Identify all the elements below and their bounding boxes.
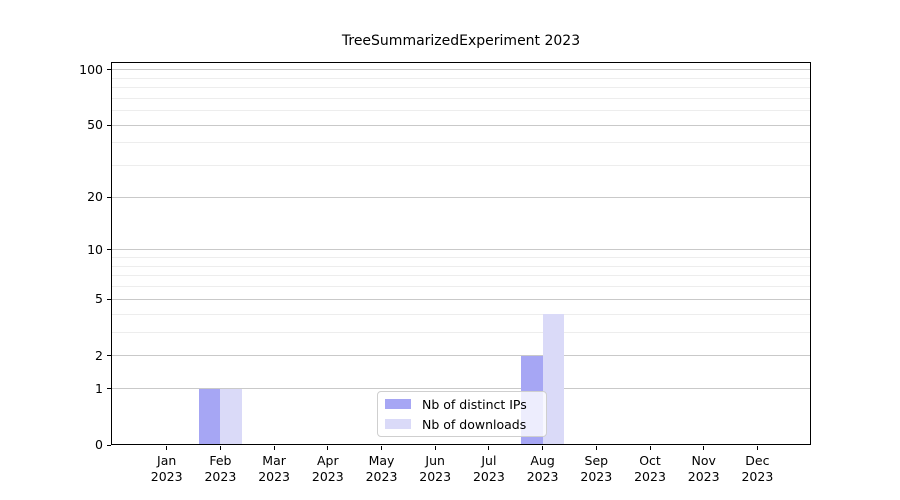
y-tick-mark-1	[107, 388, 111, 390]
x-tick-label-apr-2023: Apr 2023	[311, 453, 344, 484]
gridline-minor-70	[111, 97, 811, 99]
gridline-minor-3	[111, 331, 811, 333]
y-tick-mark-2	[107, 355, 111, 357]
x-tick-mark-nov	[703, 446, 705, 450]
y-tick-label-100: 100	[79, 61, 103, 77]
x-tick-label-aug-2023: Aug 2023	[526, 453, 559, 484]
legend: Nb of distinct IPs Nb of downloads	[377, 391, 547, 437]
bar-downloads-aug-2023	[542, 314, 565, 445]
y-tick-label-10: 10	[87, 241, 103, 257]
gridline-minor-8	[111, 265, 811, 267]
x-tick-label-feb-2023: Feb 2023	[204, 453, 237, 484]
gridline-major-20	[111, 196, 811, 198]
y-tick-mark-0	[107, 444, 111, 446]
x-tick-mark-sep	[595, 446, 597, 450]
x-tick-label-may-2023: May 2023	[365, 453, 398, 484]
legend-swatch-downloads	[385, 419, 411, 429]
gridline-minor-6	[111, 286, 811, 288]
y-tick-mark-5	[107, 298, 111, 300]
x-tick-mark-oct	[649, 446, 651, 450]
gridline-minor-90	[111, 77, 811, 79]
y-tick-mark-100	[107, 69, 111, 71]
x-tick-label-jul-2023: Jul 2023	[472, 453, 505, 484]
y-tick-label-5: 5	[95, 291, 103, 307]
y-tick-mark-10	[107, 249, 111, 251]
gridline-minor-30	[111, 165, 811, 167]
x-tick-mark-jul	[488, 446, 490, 450]
gridline-major-2	[111, 355, 811, 357]
x-tick-label-jan-2023: Jan 2023	[150, 453, 183, 484]
x-tick-label-sep-2023: Sep 2023	[580, 453, 613, 484]
legend-label-downloads: Nb of downloads	[422, 416, 527, 432]
gridline-minor-7	[111, 275, 811, 277]
plot-area: Nb of distinct IPs Nb of downloads	[111, 62, 811, 445]
x-tick-mark-jan	[166, 446, 168, 450]
x-tick-mark-jun	[434, 446, 436, 450]
gridline-major-1	[111, 388, 811, 390]
x-tick-mark-aug	[542, 446, 544, 450]
x-tick-label-mar-2023: Mar 2023	[258, 453, 290, 484]
gridline-major-50	[111, 124, 811, 126]
gridline-minor-9	[111, 257, 811, 259]
gridline-minor-80	[111, 87, 811, 89]
x-tick-mark-may	[381, 446, 382, 450]
legend-label-distinct-ips: Nb of distinct IPs	[422, 396, 527, 412]
legend-item-distinct-ips: Nb of distinct IPs	[385, 394, 539, 414]
x-tick-mark-mar	[273, 446, 275, 450]
gridline-minor-4	[111, 313, 811, 315]
bar-downloads-feb-2023	[220, 388, 242, 445]
x-tick-label-dec-2023: Dec 2023	[741, 453, 774, 484]
y-tick-mark-20	[107, 196, 111, 198]
y-tick-label-20: 20	[87, 189, 103, 205]
y-tick-mark-50	[107, 124, 111, 126]
legend-item-downloads: Nb of downloads	[385, 414, 539, 434]
chart-title: TreeSummarizedExperiment 2023	[341, 33, 581, 49]
y-tick-label-50: 50	[87, 116, 103, 132]
gridline-minor-40	[111, 142, 811, 144]
x-tick-mark-dec	[756, 446, 758, 450]
bar-distinct-ips-feb-2023	[198, 388, 221, 445]
y-tick-label-1: 1	[95, 380, 103, 396]
gridline-major-5	[111, 298, 811, 300]
x-tick-mark-apr	[327, 446, 329, 450]
y-tick-label-0: 0	[95, 436, 103, 452]
gridline-major-100	[111, 69, 811, 71]
x-tick-label-jun-2023: Jun 2023	[419, 453, 452, 484]
x-tick-label-nov-2023: Nov 2023	[687, 453, 720, 484]
gridline-major-10	[111, 249, 811, 251]
x-tick-label-oct-2023: Oct 2023	[634, 453, 666, 484]
x-tick-mark-feb	[219, 446, 221, 450]
gridline-minor-60	[111, 110, 811, 112]
legend-swatch-distinct-ips	[385, 399, 411, 409]
y-tick-label-2: 2	[95, 347, 103, 363]
